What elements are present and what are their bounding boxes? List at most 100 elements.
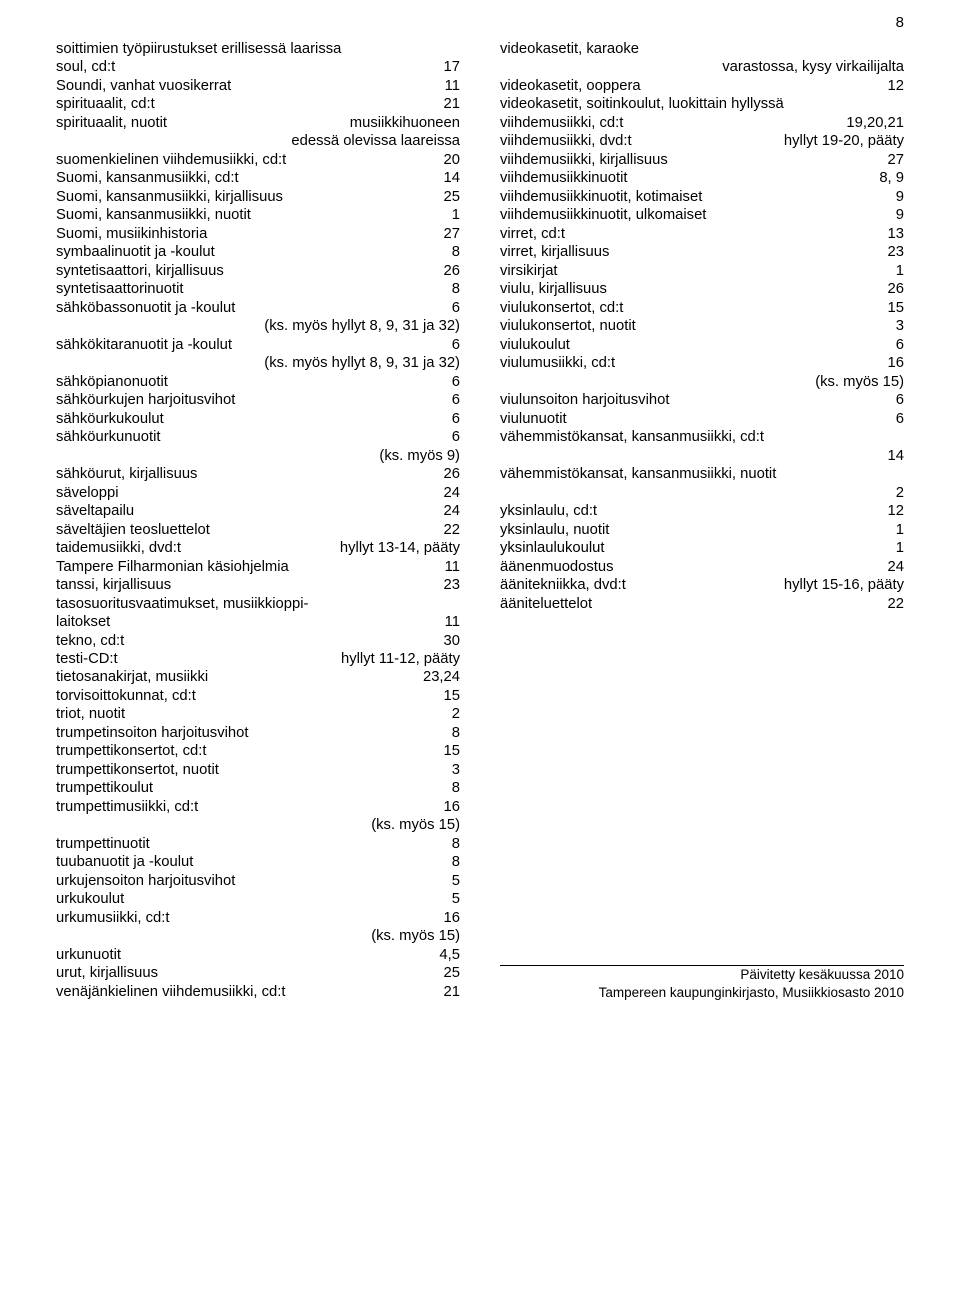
index-row: urut, kirjallisuus25 [56,964,460,982]
page: 8 soittimien työpiirustukset erillisessä… [0,0,960,1291]
index-row: viulunuotit6 [500,410,904,428]
index-value: 25 [444,188,460,206]
index-row: testi-CD:thyllyt 11-12, pääty [56,650,460,668]
page-number: 8 [896,14,904,31]
index-label: viulukoulut [500,336,896,354]
index-value: 26 [444,465,460,483]
index-value: 6 [896,410,904,428]
index-row: tuubanuotit ja -koulut8 [56,853,460,871]
index-value: 8 [452,779,460,797]
index-row: virret, kirjallisuus23 [500,243,904,261]
index-value: 25 [444,964,460,982]
index-row: äänitekniikka, dvd:thyllyt 15-16, pääty [500,576,904,594]
index-label: sähkökitaranuotit ja -koulut [56,336,452,354]
index-row: säveloppi24 [56,484,460,502]
index-row: soul, cd:t17 [56,58,460,76]
index-value: hyllyt 15-16, pääty [784,576,904,594]
index-label: äänenmuodostus [500,558,888,576]
index-label: sähköurkujen harjoitusvihot [56,391,452,409]
index-row: videokasetit, ooppera12 [500,77,904,95]
index-label: trumpettikonsertot, cd:t [56,742,444,760]
index-value: 6 [452,373,460,391]
index-row: sähkökitaranuotit ja -koulut6 [56,336,460,354]
index-row: tanssi, kirjallisuus23 [56,576,460,594]
index-row: sähköurkukoulut6 [56,410,460,428]
index-row: trumpettikonsertot, cd:t15 [56,742,460,760]
index-value: 15 [444,687,460,705]
index-value: 5 [452,890,460,908]
index-value: 6 [896,391,904,409]
index-row: Suomi, musiikinhistoria27 [56,225,460,243]
index-row: Soundi, vanhat vuosikerrat11 [56,77,460,95]
index-label: triot, nuotit [56,705,452,723]
index-label: säveltäjien teosluettelot [56,521,444,539]
index-row: urkumusiikki, cd:t16 [56,909,460,927]
index-value: 8 [452,853,460,871]
index-value: 27 [888,151,904,169]
index-value: 3 [452,761,460,779]
index-value: 1 [896,262,904,280]
index-label: urkunuotit [56,946,439,964]
index-row: sähköpianonuotit6 [56,373,460,391]
index-note: 14 [500,447,904,465]
index-label: tietosanakirjat, musiikki [56,668,423,686]
index-row: laitokset11 [56,613,460,631]
index-label: viulukonsertot, nuotit [500,317,896,335]
index-value: 6 [452,391,460,409]
index-value: 5 [452,872,460,890]
index-value: 22 [444,521,460,539]
index-value: 14 [444,169,460,187]
index-note: (ks. myös 15) [56,816,460,834]
index-row: viulukonsertot, cd:t15 [500,299,904,317]
index-label: trumpetinsoiton harjoitusvihot [56,724,452,742]
index-label: viulunuotit [500,410,896,428]
index-row: viihdemusiikkinuotit, ulkomaiset9 [500,206,904,224]
index-value: 16 [444,798,460,816]
index-row: spirituaalit, cd:t21 [56,95,460,113]
index-value: 23 [888,243,904,261]
index-label: yksinlaulukoulut [500,539,896,557]
index-label: äänitekniikka, dvd:t [500,576,784,594]
index-value: 6 [896,336,904,354]
index-note: (ks. myös 15) [500,373,904,391]
index-label: sähköpianonuotit [56,373,452,391]
index-label: viihdemusiikki, dvd:t [500,132,784,150]
index-value: 11 [445,77,460,95]
index-label: yksinlaulu, nuotit [500,521,896,539]
index-row: Suomi, kansanmusiikki, nuotit1 [56,206,460,224]
index-note: 2 [500,484,904,502]
index-label: viihdemusiikkinuotit [500,169,879,187]
index-note: (ks. myös 15) [56,927,460,945]
footer: Päivitetty kesäkuussa 2010 Tampereen kau… [500,965,904,1001]
index-value: 3 [896,317,904,335]
index-line: vähemmistökansat, kansanmusiikki, cd:t [500,428,904,446]
index-row: symbaalinuotit ja -koulut8 [56,243,460,261]
index-note: edessä olevissa laareissa [56,132,460,150]
index-value: 8 [452,835,460,853]
index-value: 24 [444,502,460,520]
index-label: symbaalinuotit ja -koulut [56,243,452,261]
index-label: tuubanuotit ja -koulut [56,853,452,871]
index-note: (ks. myös hyllyt 8, 9, 31 ja 32) [56,354,460,372]
index-row: virsikirjat1 [500,262,904,280]
index-label: venäjänkielinen viihdemusiikki, cd:t [56,983,444,1001]
index-label: viihdemusiikkinuotit, ulkomaiset [500,206,896,224]
index-label: Suomi, kansanmusiikki, cd:t [56,169,444,187]
index-row: viihdemusiikkinuotit8, 9 [500,169,904,187]
index-label: trumpettimusiikki, cd:t [56,798,444,816]
index-row: yksinlaulu, nuotit1 [500,521,904,539]
left-column: soittimien työpiirustukset erillisessä l… [56,40,460,1001]
index-row: sähköurkujen harjoitusvihot6 [56,391,460,409]
index-label: viulunsoiton harjoitusvihot [500,391,896,409]
index-row: triot, nuotit2 [56,705,460,723]
index-value: 15 [444,742,460,760]
index-label: Tampere Filharmonian käsiohjelmia [56,558,445,576]
index-row: viulukoulut6 [500,336,904,354]
index-label: Suomi, kansanmusiikki, nuotit [56,206,452,224]
index-label: sähköbassonuotit ja -koulut [56,299,452,317]
index-row: venäjänkielinen viihdemusiikki, cd:t21 [56,983,460,1001]
index-value: 24 [444,484,460,502]
index-row: Tampere Filharmonian käsiohjelmia11 [56,558,460,576]
index-note: varastossa, kysy virkailijalta [500,58,904,76]
index-row: ääniteluettelot22 [500,595,904,613]
